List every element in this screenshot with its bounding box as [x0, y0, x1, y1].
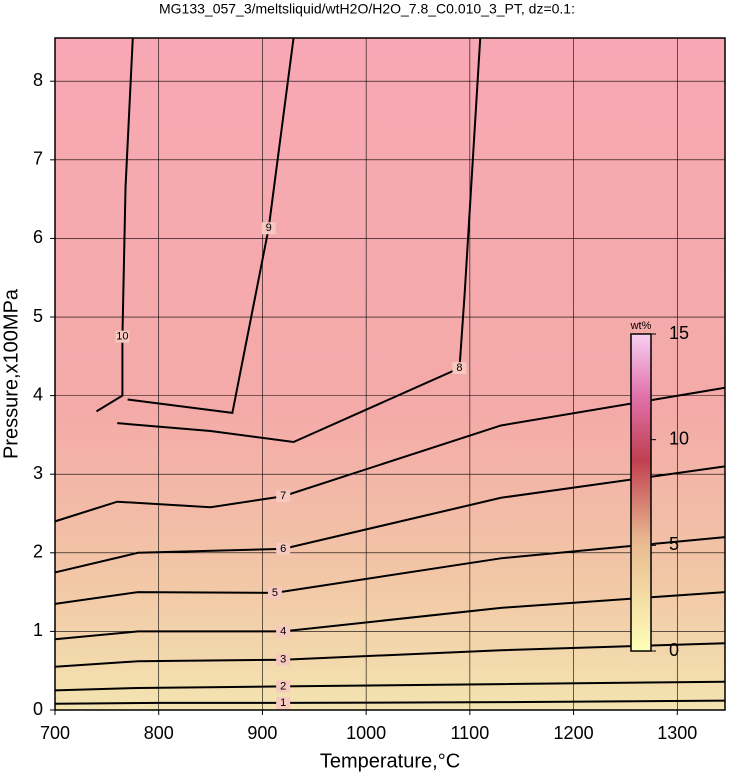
y-tick-label: 3 [33, 463, 43, 483]
contour-label: 5 [272, 587, 278, 599]
x-tick-label: 800 [144, 723, 174, 743]
contour-label: 4 [280, 625, 286, 637]
contour-label: 10 [116, 331, 128, 343]
contour-line [54, 386, 726, 523]
contour-label: 6 [280, 543, 286, 555]
y-tick-label: 6 [33, 227, 43, 247]
contour-label-bg [115, 330, 130, 343]
colorbar-tick-label: 5 [669, 534, 679, 554]
x-tick-label: 900 [247, 723, 277, 743]
colorbar-label: wt% [630, 320, 652, 332]
y-tick-label: 4 [33, 384, 43, 404]
colorbar-tick-label: 0 [669, 640, 679, 660]
chart-title: MG133_057_3/meltsliquid/wtH2O/H2O_7.8_C0… [159, 1, 575, 17]
x-axis-label: Temperature,°C [320, 750, 460, 772]
contour-label-bg [276, 490, 291, 503]
x-tick-label: 1200 [554, 723, 594, 743]
contour-line [127, 37, 295, 415]
contour-label-bg [276, 542, 291, 555]
x-tick-label: 1000 [346, 723, 386, 743]
colorbar [630, 333, 652, 652]
y-tick-label: 8 [33, 70, 43, 90]
contour-label: 8 [456, 362, 462, 374]
contour-label: 1 [280, 697, 286, 709]
y-tick-label: 5 [33, 306, 43, 326]
contour-label-bg [276, 680, 291, 693]
contour-label: 9 [266, 222, 272, 234]
contour-label: 7 [280, 490, 286, 502]
contour-label-bg [267, 586, 282, 599]
y-tick-label: 1 [33, 620, 43, 640]
contour-label-bg [276, 653, 291, 666]
x-tick-label: 1300 [657, 723, 697, 743]
contour-label-bg [276, 696, 291, 709]
colorbar-tick-label: 10 [669, 428, 689, 448]
contour-label: 3 [280, 654, 286, 666]
y-tick-label: 2 [33, 542, 43, 562]
contour-label-bg [261, 222, 276, 235]
plot-frame [54, 37, 726, 711]
y-axis-label: Pressure,x100MPa [0, 288, 22, 459]
x-tick-label: 700 [40, 723, 70, 743]
y-tick-label: 0 [33, 699, 43, 719]
y-tick-label: 7 [33, 149, 43, 169]
contour-label-bg [276, 625, 291, 638]
plot-background [55, 38, 725, 710]
colorbar-tick-label: 15 [669, 323, 689, 343]
contour-label-bg [452, 362, 467, 375]
contour-label: 2 [280, 680, 286, 692]
x-tick-label: 1100 [451, 723, 490, 743]
contour-line [117, 37, 482, 444]
